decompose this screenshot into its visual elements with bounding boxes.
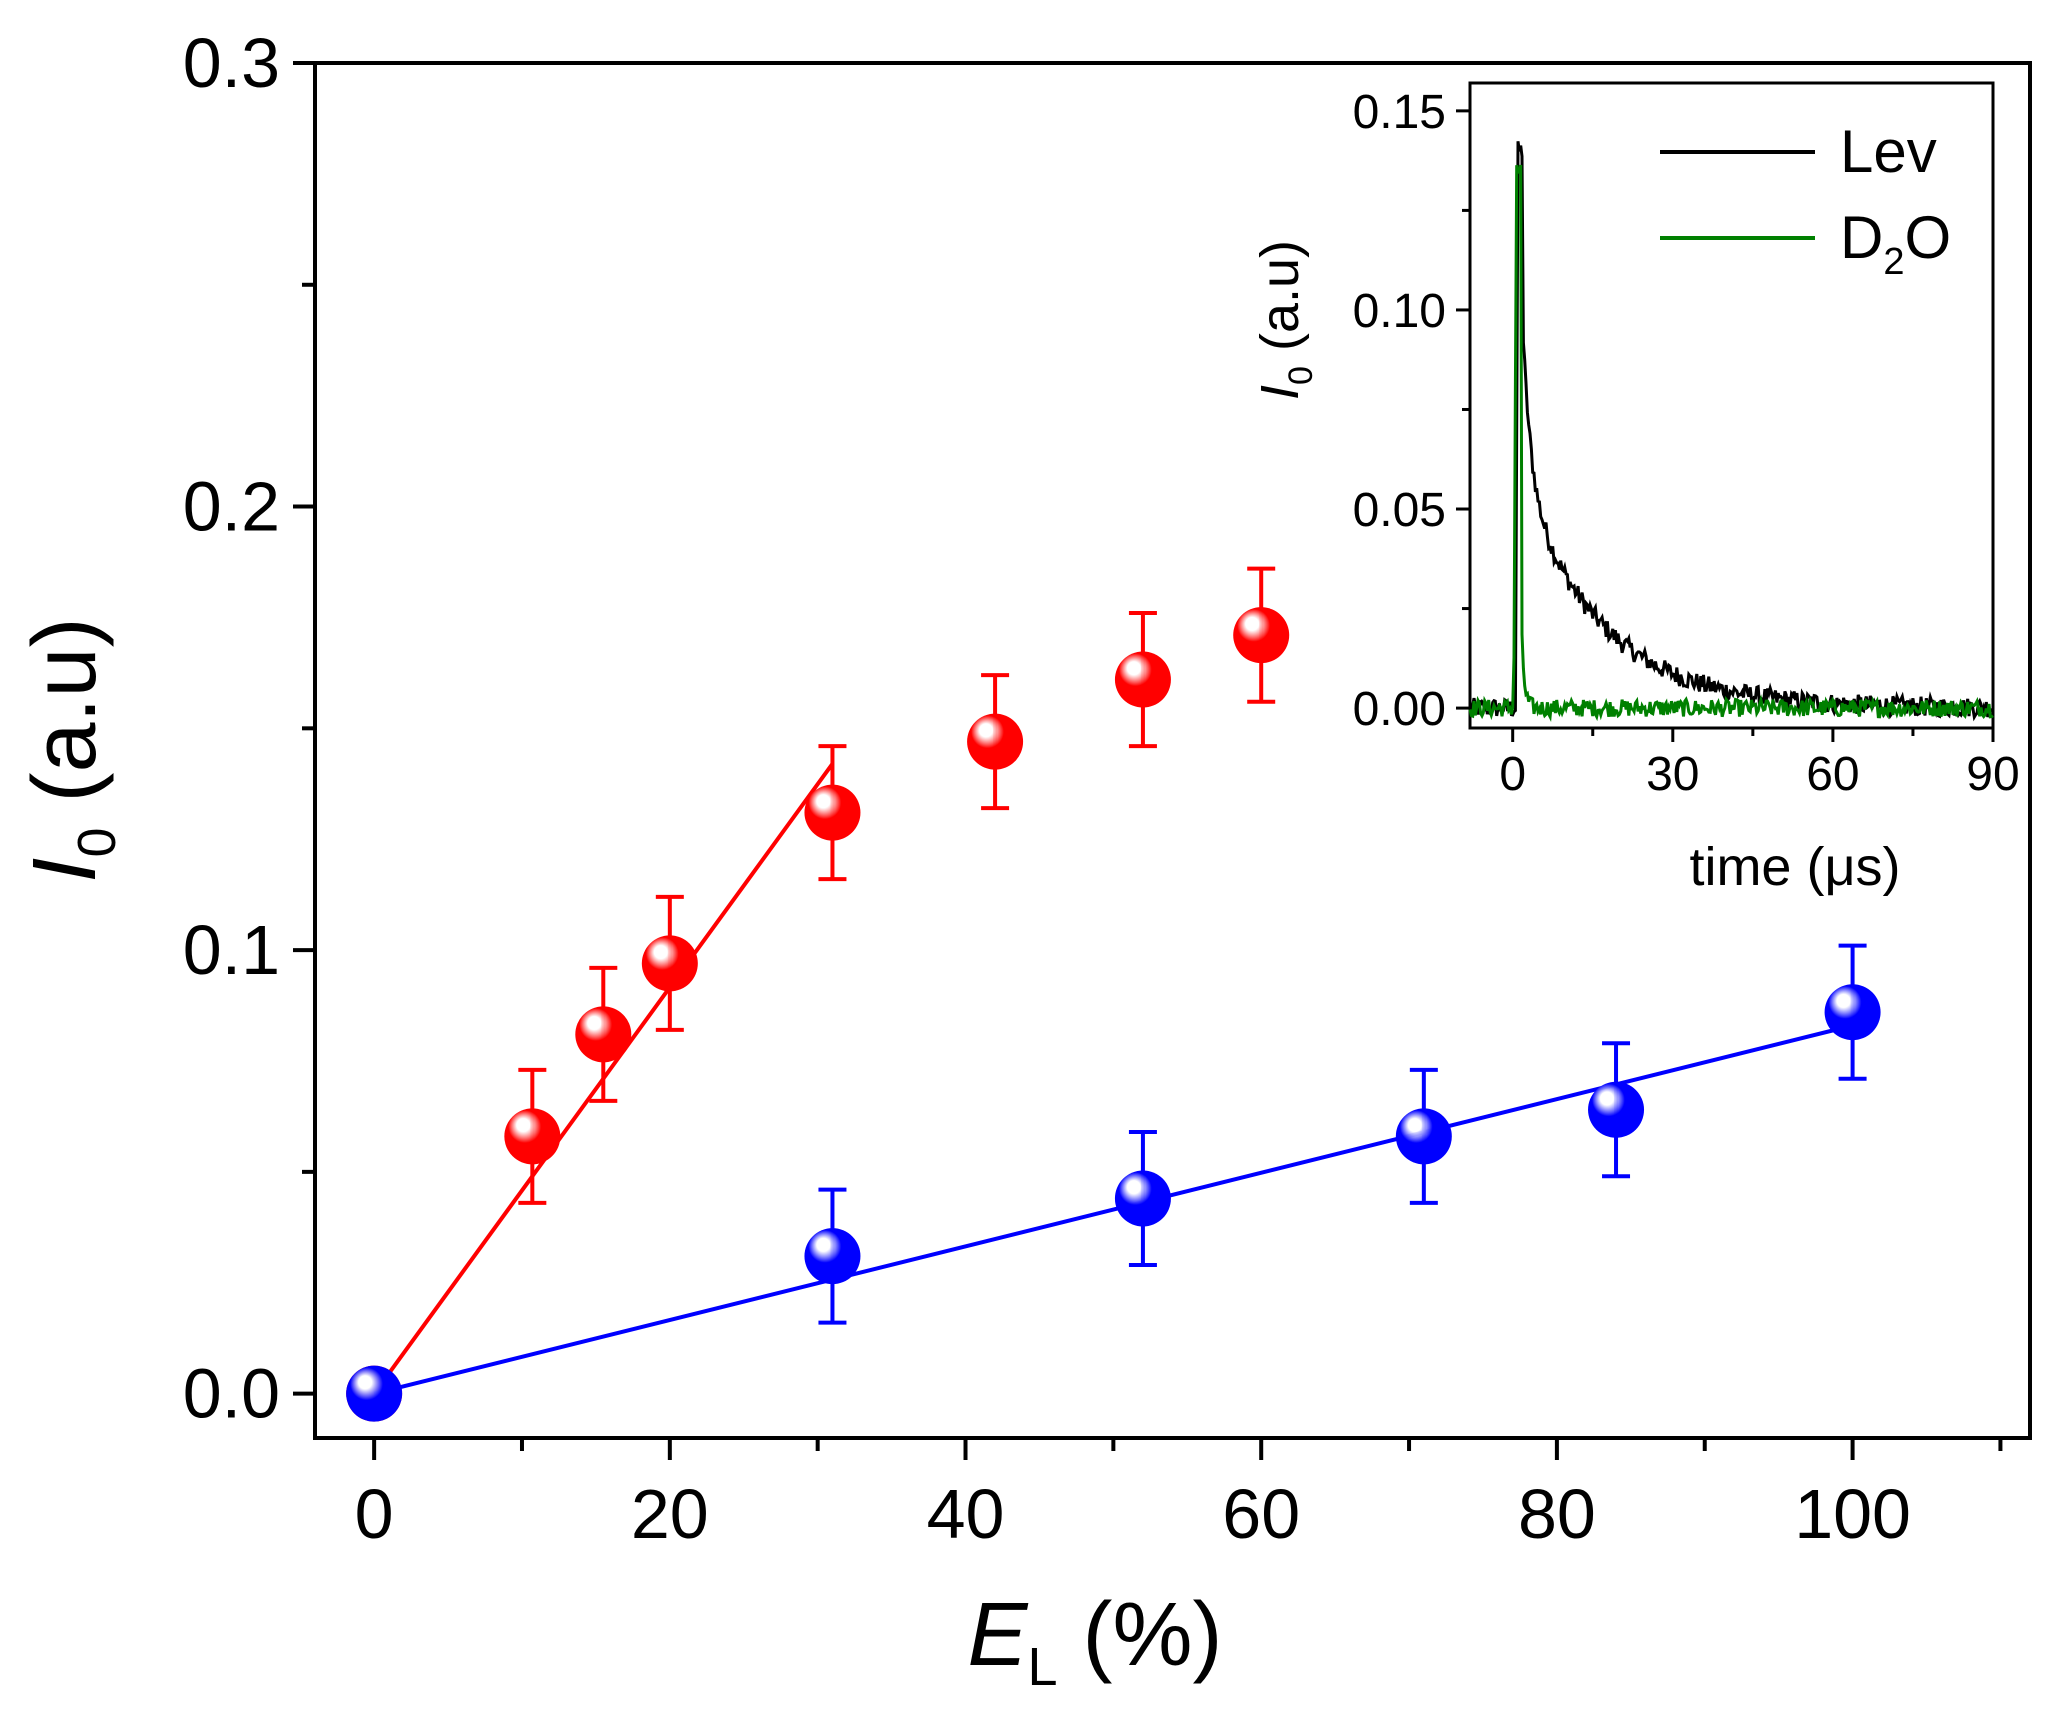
inset-y-axis: 0.00 0.05 0.10 0.15 xyxy=(1353,86,1470,736)
inset-y-tick-label: 0.05 xyxy=(1353,484,1446,537)
main-x-tick-label: 20 xyxy=(631,1475,709,1553)
main-y-axis-title: I0 (a.u) xyxy=(15,617,127,882)
inset-x-tick-label: 0 xyxy=(1499,748,1526,801)
data-point-blue xyxy=(346,1365,403,1422)
legend-label-lev: Lev xyxy=(1840,118,1937,185)
data-point-blue xyxy=(1114,1170,1171,1227)
inset-plot: 0 30 60 90 0.00 0.05 0.10 0.15 time (μs) I0 (a… xyxy=(1250,81,2020,897)
main-y-tick-label: 0.2 xyxy=(183,468,280,546)
data-point-red xyxy=(967,713,1024,770)
main-x-tick-label: 60 xyxy=(1222,1475,1300,1553)
inset-x-tick-label: 60 xyxy=(1806,748,1859,801)
main-y-tick-label: 0.3 xyxy=(183,24,280,102)
inset-y-tick-label: 0.00 xyxy=(1353,683,1446,736)
main-x-tick-label: 40 xyxy=(927,1475,1005,1553)
data-point-red xyxy=(504,1108,561,1165)
inset-x-tick-label: 30 xyxy=(1646,748,1699,801)
main-x-axis-title: EL (%) xyxy=(967,1585,1222,1697)
inset-legend: Lev D2O xyxy=(1660,118,1951,283)
fit-line-blue xyxy=(373,1023,1854,1396)
inset-y-axis-title: I0 (a.u) xyxy=(1250,240,1320,400)
inset-y-tick-label: 0.15 xyxy=(1353,86,1446,139)
main-x-tick-label: 100 xyxy=(1794,1475,1911,1553)
data-point-red xyxy=(804,784,861,841)
inset-series xyxy=(1468,141,1994,723)
data-point-blue xyxy=(1824,984,1881,1041)
inset-trace-d2o xyxy=(1468,164,1994,723)
data-point-blue xyxy=(1395,1108,1452,1165)
data-point-blue xyxy=(804,1228,861,1285)
data-point-red xyxy=(1114,651,1171,708)
main-x-tick-label: 0 xyxy=(355,1475,394,1553)
main-x-tick-label: 80 xyxy=(1518,1475,1596,1553)
main-series xyxy=(346,566,1881,1422)
data-point-red xyxy=(641,935,698,992)
main-plot-frame xyxy=(313,61,2032,1440)
main-plot: 0 20 40 60 80 100 0.0 0.1 0.2 0.3 xyxy=(183,24,2032,1553)
inset-x-axis: 0 30 60 90 xyxy=(1499,728,2020,801)
legend-label-d2o: D2O xyxy=(1840,204,1951,283)
data-point-red xyxy=(1233,607,1290,664)
data-point-red xyxy=(575,1006,632,1063)
main-x-axis: 0 20 40 60 80 100 xyxy=(355,1438,2003,1553)
main-y-tick-label: 0.0 xyxy=(183,1355,280,1433)
inset-y-tick-label: 0.10 xyxy=(1353,285,1446,338)
inset-x-axis-title: time (μs) xyxy=(1689,837,1900,897)
inset-x-tick-label: 90 xyxy=(1966,748,2019,801)
main-y-tick-label: 0.1 xyxy=(183,911,280,989)
inset-plot-frame xyxy=(1468,81,1995,730)
data-point-blue xyxy=(1588,1081,1645,1138)
main-y-axis: 0.0 0.1 0.2 0.3 xyxy=(183,24,315,1433)
